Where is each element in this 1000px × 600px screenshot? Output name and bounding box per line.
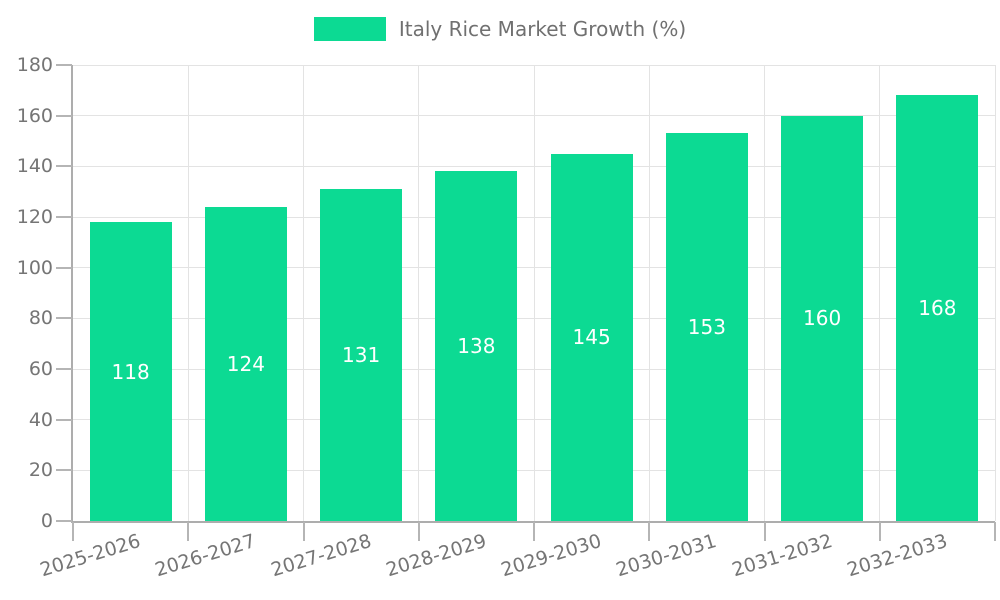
bar-value-label: 168 bbox=[918, 296, 957, 321]
x-gridline bbox=[187, 65, 189, 521]
y-axis-tick bbox=[56, 418, 72, 421]
bar: 160 bbox=[781, 115, 864, 521]
y-tick-label: 0 bbox=[40, 510, 53, 532]
bar-value-label: 153 bbox=[687, 315, 726, 340]
legend[interactable]: Italy Rice Market Growth (%) bbox=[0, 17, 1000, 41]
y-axis-line bbox=[71, 65, 73, 523]
bar: 138 bbox=[435, 171, 518, 521]
x-gridline bbox=[879, 65, 881, 521]
y-tick-label: 120 bbox=[16, 206, 53, 228]
x-gridline bbox=[303, 65, 304, 521]
y-axis-tick bbox=[56, 64, 72, 66]
y-axis-tick bbox=[56, 266, 72, 269]
x-gridline bbox=[648, 65, 650, 521]
x-category-label: 2032-2033 bbox=[844, 530, 950, 582]
y-tick-label: 160 bbox=[16, 104, 53, 127]
bar: 124 bbox=[204, 206, 287, 521]
bar: 131 bbox=[320, 189, 403, 521]
y-tick-label: 40 bbox=[28, 408, 53, 431]
x-gridline bbox=[994, 65, 996, 521]
legend-label: Italy Rice Market Growth (%) bbox=[398, 17, 687, 41]
x-gridline bbox=[418, 65, 420, 521]
x-axis-tick bbox=[187, 522, 190, 541]
x-gridline bbox=[533, 65, 535, 521]
y-tick-label: 60 bbox=[28, 358, 53, 380]
y-axis-tick bbox=[56, 317, 72, 320]
x-category-label: 2031-2032 bbox=[729, 530, 835, 582]
y-tick-label: 20 bbox=[28, 459, 53, 482]
y-tick-label: 140 bbox=[16, 155, 53, 178]
bar: 153 bbox=[665, 133, 748, 521]
x-category-label: 2029-2030 bbox=[498, 530, 605, 582]
bar-value-label: 124 bbox=[226, 351, 265, 376]
bar-value-label: 145 bbox=[572, 325, 611, 350]
bar-value-label: 131 bbox=[342, 343, 381, 368]
y-axis-tick bbox=[56, 469, 72, 472]
x-category-label: 2027-2028 bbox=[268, 530, 374, 582]
bar: 145 bbox=[550, 153, 633, 521]
x-axis-tick bbox=[302, 522, 305, 541]
x-axis-tick bbox=[533, 522, 535, 541]
y-tick-label: 180 bbox=[16, 54, 53, 76]
x-category-label: 2028-2029 bbox=[383, 530, 489, 582]
x-axis-tick bbox=[994, 522, 996, 541]
x-axis-tick bbox=[72, 522, 74, 541]
bar-value-label: 118 bbox=[111, 359, 150, 384]
y-tick-label: 80 bbox=[28, 307, 53, 330]
y-axis-tick bbox=[56, 165, 72, 168]
x-category-label: 2026-2027 bbox=[152, 530, 259, 582]
y-axis-tick bbox=[56, 216, 72, 218]
x-gridline bbox=[764, 65, 765, 521]
bar-value-label: 160 bbox=[803, 306, 842, 331]
legend-swatch bbox=[313, 17, 386, 41]
y-tick-label: 100 bbox=[16, 256, 53, 279]
x-axis-tick bbox=[878, 522, 881, 541]
y-axis-tick bbox=[56, 520, 72, 522]
bar: 118 bbox=[89, 222, 172, 521]
y-axis-tick bbox=[56, 368, 72, 370]
bar: 168 bbox=[896, 95, 979, 521]
x-category-label: 2025-2026 bbox=[37, 530, 144, 582]
x-category-label: 2030-2031 bbox=[613, 530, 720, 582]
x-axis-tick bbox=[763, 522, 766, 541]
bar-value-label: 138 bbox=[457, 334, 496, 359]
y-axis-tick bbox=[56, 114, 72, 117]
x-axis-tick bbox=[648, 522, 651, 541]
x-axis-tick bbox=[417, 522, 420, 541]
